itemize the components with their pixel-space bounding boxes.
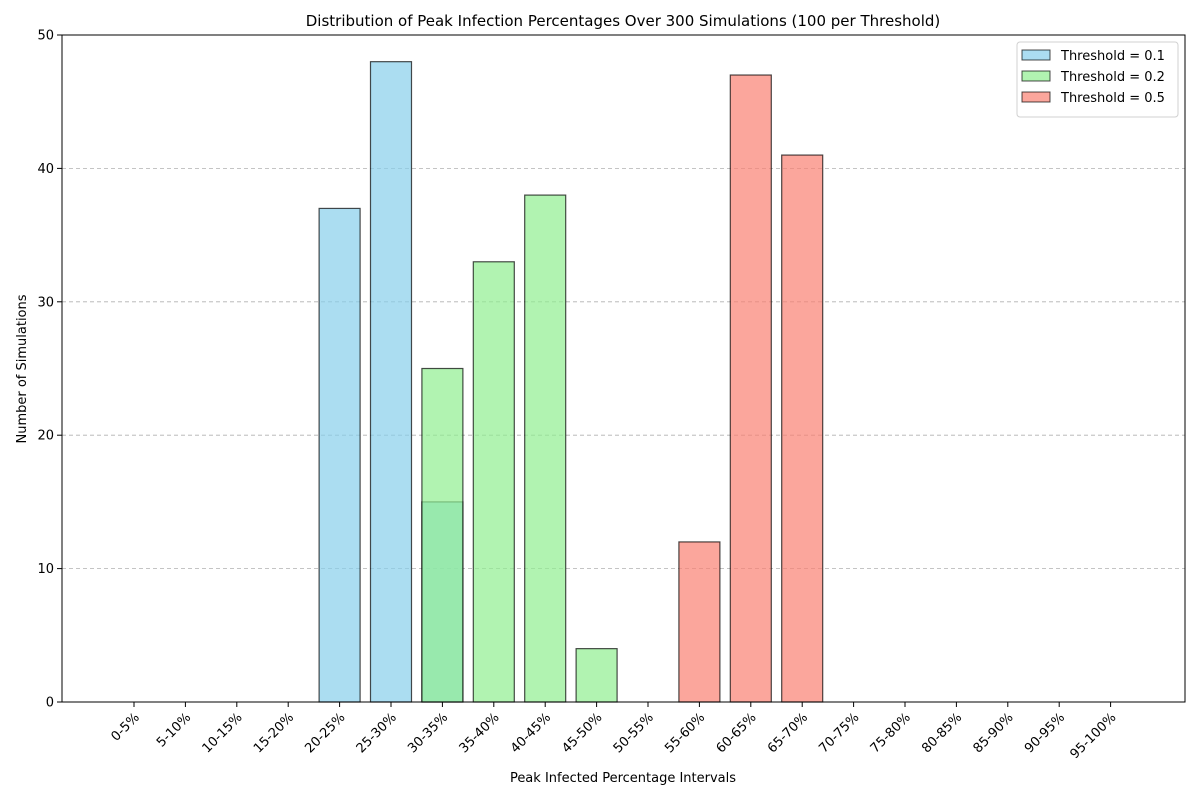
x-tick-label: 15-20% [251, 710, 297, 756]
legend-swatch [1021, 91, 1051, 103]
grid-lines [62, 34, 1185, 569]
x-tick-label: 60-65% [714, 710, 760, 756]
x-tick-label: 40-45% [508, 710, 554, 756]
x-tick-label: 65-70% [765, 710, 811, 756]
chart-title: Distribution of Peak Infection Percentag… [306, 12, 940, 30]
x-tick-label: 0-5% [108, 710, 142, 744]
y-tick-label: 50 [37, 29, 54, 44]
y-axis-label: Number of Simulations [15, 294, 30, 443]
legend-label: Threshold = 0.2 [1060, 70, 1165, 85]
x-axis-label: Peak Infected Percentage Intervals [510, 771, 736, 786]
legend-swatch [1021, 70, 1051, 82]
legend-label: Threshold = 0.1 [1060, 49, 1165, 64]
bar-series-3-60-65% [729, 74, 772, 703]
legend-box [1016, 41, 1179, 118]
y-tick-label: 10 [37, 562, 54, 577]
y-tick-label: 0 [46, 696, 54, 711]
bar-series-2-30-35% [421, 367, 464, 703]
x-tick-label: 55-60% [662, 710, 708, 756]
axes [57, 34, 1186, 707]
plot-frame [61, 34, 1186, 703]
x-tick-label: 75-80% [868, 710, 914, 756]
bar-series-3-65-70% [781, 154, 824, 703]
x-tick-label: 25-30% [354, 710, 400, 756]
x-tick-label: 90-95% [1022, 710, 1068, 756]
x-tick-label: 95-100% [1068, 710, 1120, 762]
x-tick-label: 80-85% [919, 710, 965, 756]
x-tick-label: 5-10% [154, 710, 194, 750]
y-tick-label: 40 [37, 162, 54, 177]
x-tick-label: 50-55% [611, 710, 657, 756]
bar-series-2-45-50% [575, 648, 618, 703]
bar-series-1-20-25% [318, 207, 361, 703]
bar-series-3-55-60% [678, 541, 721, 703]
x-tick-label: 20-25% [302, 710, 348, 756]
x-tick-label: 45-50% [559, 710, 605, 756]
x-tick-label: 35-40% [457, 710, 503, 756]
x-tick-label: 30-35% [405, 710, 451, 756]
bar-series-2-35-40% [472, 261, 515, 703]
bar-series-2-40-45% [524, 194, 567, 703]
y-tick-label: 30 [37, 295, 54, 310]
x-tick-label: 85-90% [971, 710, 1017, 756]
x-tick-label: 70-75% [816, 710, 862, 756]
legend-label: Threshold = 0.5 [1060, 91, 1165, 106]
legend: Threshold = 0.1 Threshold = 0.2 Threshold … [1016, 41, 1179, 118]
bars [318, 61, 824, 703]
y-tick-label: 20 [37, 429, 54, 444]
legend-swatch [1021, 49, 1051, 61]
bar-series-1-25-30% [369, 61, 413, 703]
x-tick-label: 10-15% [200, 710, 246, 756]
